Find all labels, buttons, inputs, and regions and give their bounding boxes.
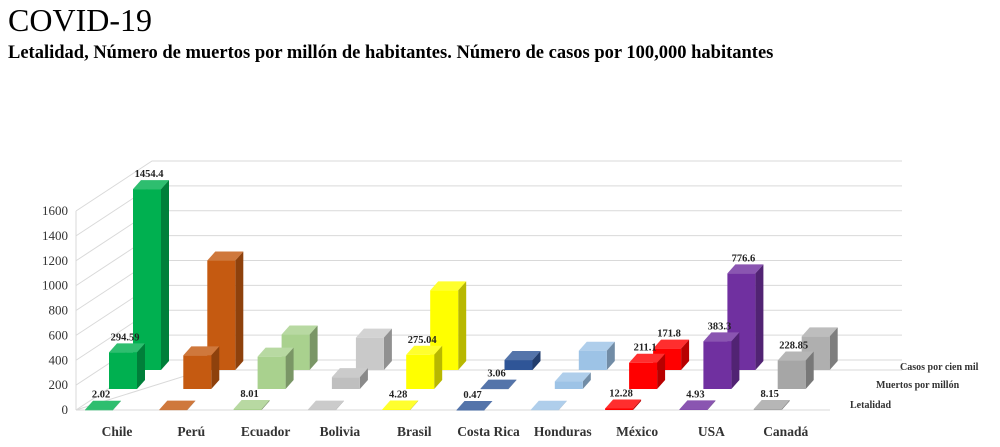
x-tick-label: Bolivia (320, 424, 361, 439)
data-label: 3.06 (487, 369, 505, 380)
data-label: 776.6 (732, 253, 756, 264)
bar (530, 400, 567, 411)
data-label: 1454.4 (135, 169, 165, 180)
x-tick-label: Perú (177, 424, 205, 439)
bar (355, 328, 392, 370)
bar (554, 372, 591, 389)
x-tick-label: Canadá (763, 424, 808, 439)
data-label: 294.59 (111, 332, 140, 343)
bar (406, 345, 443, 389)
y-tick-label: 1600 (42, 203, 68, 218)
bar (331, 368, 368, 389)
series-label: Casos por cien mil (900, 362, 979, 373)
y-tick-label: 600 (49, 327, 69, 342)
x-tick-label: Honduras (534, 424, 592, 439)
y-tick-label: 1400 (42, 228, 68, 243)
bar (578, 341, 615, 370)
data-label: 0.47 (463, 390, 481, 401)
data-label: 228.85 (779, 341, 808, 352)
bar (605, 399, 642, 410)
x-tick-label: Costa Rica (457, 424, 520, 439)
bar (233, 400, 270, 410)
bar (703, 332, 740, 389)
bar (679, 400, 716, 410)
chart-subtitle: Letalidad, Número de muertos por millón … (8, 43, 774, 63)
chart-title: COVID-19 (8, 2, 152, 38)
y-tick-label: 200 (49, 377, 69, 392)
bar (382, 400, 419, 410)
x-tick-label: México (616, 424, 658, 439)
gridline (75, 160, 902, 212)
bar (159, 400, 196, 411)
data-label: 171.8 (657, 329, 681, 340)
bar (109, 343, 145, 389)
x-tick-label: Chile (102, 424, 133, 439)
y-tick-label: 0 (62, 402, 69, 417)
data-label: 2.02 (92, 390, 110, 401)
bar (753, 399, 790, 410)
bar (257, 347, 294, 389)
data-label: 8.01 (240, 389, 258, 400)
y-tick-label: 1200 (42, 253, 68, 268)
data-label: 12.28 (609, 388, 633, 399)
bar (504, 351, 541, 370)
bar (456, 400, 493, 411)
x-tick-label: Ecuador (241, 424, 291, 439)
y-tick-label: 1000 (42, 278, 68, 293)
bar (480, 379, 517, 390)
bar (653, 339, 690, 370)
series-label: Muertos por millón (876, 380, 960, 391)
data-label: 211.1 (634, 343, 657, 354)
data-label: 4.28 (389, 389, 407, 400)
y-tick-label: 400 (49, 352, 69, 367)
bar (133, 180, 169, 370)
bar (629, 353, 666, 389)
data-label: 383.3 (708, 321, 732, 332)
x-tick-label: Brasil (397, 424, 432, 439)
data-label: 275.04 (408, 335, 438, 346)
bar (85, 400, 121, 411)
bar (307, 400, 344, 411)
y-tick-label: 800 (49, 303, 69, 318)
data-label: 8.15 (761, 389, 779, 400)
data-label: 4.93 (686, 389, 704, 400)
bar (183, 346, 220, 389)
x-tick-label: USA (698, 424, 725, 439)
series-label: Letalidad (850, 400, 892, 411)
bar (777, 351, 814, 389)
